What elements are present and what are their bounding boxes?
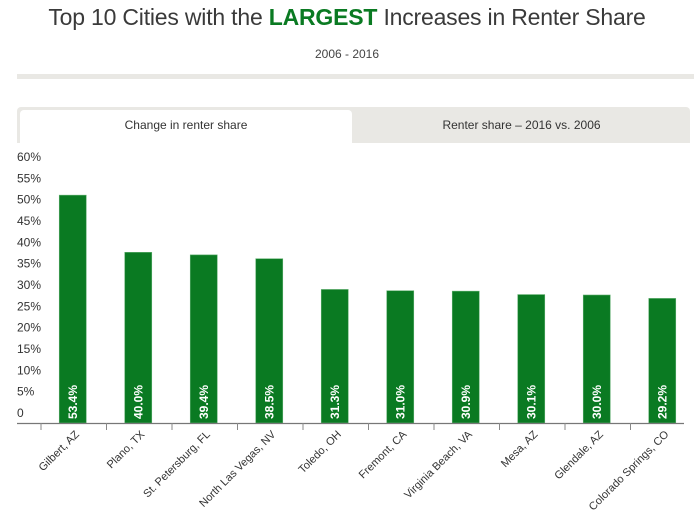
x-tick-label: Virginia Beach, VA bbox=[402, 428, 475, 501]
data-label: 53.4% bbox=[66, 385, 80, 419]
tab-bar: Change in renter share Renter share – 20… bbox=[17, 107, 690, 143]
data-label: 40.0% bbox=[131, 385, 145, 419]
bar[interactable] bbox=[255, 258, 284, 424]
y-axis: 0 5% 10% 15% 20% 25% 30% 35% 40% 45% 50% 55% 60% bbox=[17, 150, 41, 420]
y-tick-label: 5% bbox=[17, 385, 35, 399]
x-tick-label: Fremont, CA bbox=[357, 428, 410, 481]
data-label: 31.3% bbox=[328, 385, 342, 419]
x-tick-label: Mesa, AZ bbox=[499, 428, 541, 470]
data-label: 30.1% bbox=[524, 385, 538, 419]
tab-change-in-renter-share[interactable]: Change in renter share bbox=[20, 110, 352, 143]
y-tick-label: 40% bbox=[17, 235, 41, 249]
y-tick-label: 35% bbox=[17, 257, 41, 271]
y-tick-label: 30% bbox=[17, 278, 41, 292]
data-label: 31.0% bbox=[393, 385, 407, 419]
y-tick-label: 45% bbox=[17, 214, 41, 228]
y-tick-label: 50% bbox=[17, 193, 41, 207]
data-label: 30.9% bbox=[459, 385, 473, 419]
y-tick-label: 10% bbox=[17, 363, 41, 377]
x-tick-label: St. Petersburg, FL bbox=[141, 429, 213, 501]
title-highlight: LARGEST bbox=[268, 4, 378, 30]
data-label: 39.4% bbox=[197, 385, 211, 419]
x-tick-label: Toledo, OH bbox=[296, 429, 343, 476]
y-tick-label: 60% bbox=[17, 150, 41, 164]
y-tick-label: 0 bbox=[17, 406, 24, 420]
data-label: 30.0% bbox=[590, 385, 604, 419]
bar[interactable] bbox=[386, 290, 415, 424]
y-tick-label: 55% bbox=[17, 171, 41, 185]
bar[interactable] bbox=[582, 294, 611, 424]
bar[interactable] bbox=[648, 298, 677, 424]
x-tick-label: Plano, TX bbox=[105, 428, 148, 471]
title-prefix: Top 10 Cities with the bbox=[48, 4, 269, 30]
y-tick-label: 25% bbox=[17, 299, 41, 313]
bars: 53.4% 40.0% 39.4% 38.5% 31.3% 31.0% 30.9% 30.1%… bbox=[58, 194, 677, 424]
chart-subtitle: 2006 - 2016 bbox=[314, 47, 380, 61]
x-tick-label: Glendale, AZ bbox=[552, 428, 606, 482]
bar[interactable] bbox=[189, 254, 218, 424]
divider bbox=[17, 74, 694, 79]
chart-title: Top 10 Cities with the LARGEST Increases… bbox=[0, 4, 694, 31]
data-label: 29.2% bbox=[655, 385, 669, 419]
title-suffix: Increases in Renter Share bbox=[377, 4, 646, 30]
x-tick-label: Gilbert, AZ bbox=[37, 428, 82, 473]
data-label: 38.5% bbox=[262, 385, 276, 419]
bar[interactable] bbox=[320, 289, 349, 424]
y-tick-label: 20% bbox=[17, 321, 41, 335]
y-tick-label: 15% bbox=[17, 342, 41, 356]
tab-renter-share-2016-vs-2006[interactable]: Renter share – 2016 vs. 2006 bbox=[442, 118, 601, 132]
bar[interactable] bbox=[517, 294, 546, 424]
